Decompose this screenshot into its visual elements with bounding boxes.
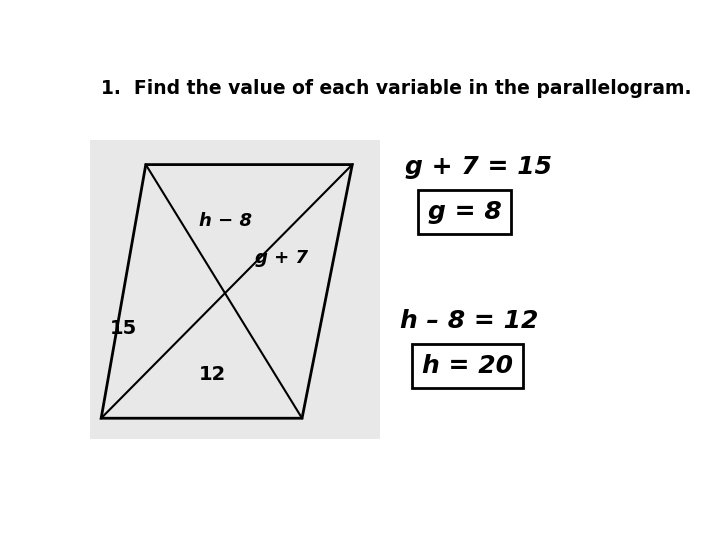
Text: 15: 15 [109, 319, 137, 339]
Text: h – 8 = 12: h – 8 = 12 [400, 308, 538, 333]
Text: 12: 12 [199, 365, 226, 384]
Text: g + 7 = 15: g + 7 = 15 [405, 154, 552, 179]
Bar [90, 140, 380, 439]
Text: g + 7: g + 7 [255, 249, 307, 267]
Polygon shape [101, 165, 352, 418]
Text: 1.  Find the value of each variable in the parallelogram.: 1. Find the value of each variable in th… [101, 79, 692, 98]
Text: g = 8: g = 8 [428, 200, 501, 225]
Text: h − 8: h − 8 [199, 212, 252, 230]
Text: h = 20: h = 20 [422, 354, 513, 378]
